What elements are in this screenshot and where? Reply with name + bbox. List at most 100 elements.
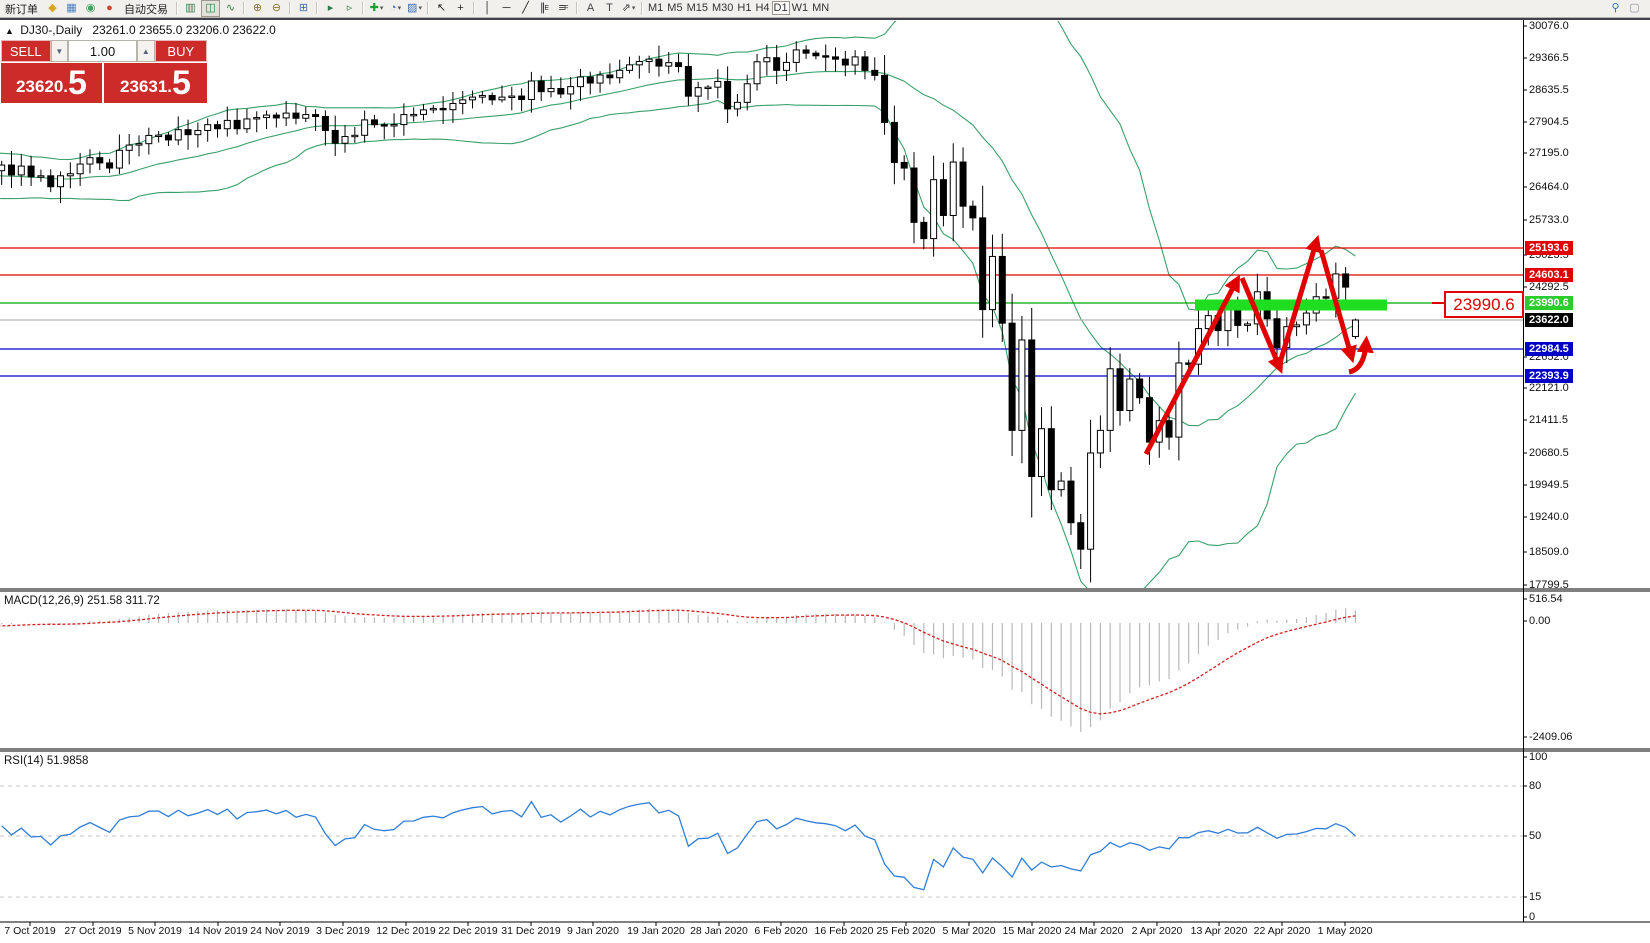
toolbar-separator [641,2,643,15]
timeframe-button-mn[interactable]: MN [812,2,830,14]
autotrading-icon[interactable]: ● [106,2,113,14]
horizontal-line-icon[interactable]: ─ [502,2,511,14]
date-axis-label: 24 Nov 2019 [250,925,310,937]
price-axis-label: 18509.0 [1529,546,1569,558]
zoom-in-icon[interactable]: ⊕ [252,2,263,14]
timeframe-button-m5[interactable]: M5 [667,2,683,14]
date-axis-label: 12 Dec 2019 [376,925,436,937]
search-icon[interactable]: ⚲ [1611,2,1620,14]
new-order-button[interactable]: 新订单 [5,3,38,16]
toolbar-separator [243,2,245,14]
date-axis-label: 3 Dec 2019 [316,925,370,937]
toolbar-separator [289,2,291,14]
fibonacci-icon[interactable]: ≡ F [558,2,569,14]
zoom-out-icon[interactable]: ⊖ [271,2,282,14]
timeframe-button-d1[interactable]: D1 [771,1,790,15]
date-axis-label: 31 Dec 2019 [501,925,561,937]
buy-price[interactable]: 23631. 5 [104,63,207,103]
window-top-border [0,17,1650,20]
timeframe-button-m1[interactable]: M1 [648,2,664,14]
autotrading-button[interactable]: 自动交易 [124,3,168,16]
line-chart-icon[interactable]: ∿ [225,2,236,14]
periods-icon[interactable]: ◔ ▾ [389,2,402,14]
price-axis-label: 27195.0 [1529,147,1569,159]
volume-input[interactable]: 1.00 [68,40,138,62]
date-axis-label: 2 Apr 2020 [1131,925,1183,937]
sell-price-big-digit: 5 [68,64,87,102]
rsi-axis-label: 50 [1529,830,1542,842]
top-toolbar: 新订单 ◆ ▦ ◉ ● 自动交易 ▥ ◫ ∿ ⊕ ⊖ ⊞ ▸ ▹ ✚ ▾ ◔ ▾ ▨ ▾ ↖ + │ ─ ╱ ∥ E ≡ F A T… [0,0,1650,18]
price-callout-label[interactable]: 23990.6 [1444,291,1524,318]
crosshair-icon[interactable]: + [457,2,464,14]
toolbar-separator [316,2,318,14]
date-axis-label: 9 Jan 2020 [567,925,619,937]
timeframe-button-w1[interactable]: W1 [791,2,809,14]
bar-chart-icon[interactable]: ▥ [185,2,196,14]
date-axis-label: 14 Nov 2019 [188,925,248,937]
date-axis-label: 22 Apr 2020 [1253,925,1311,937]
volume-decrease-button[interactable]: ▼ [50,40,69,62]
date-axis-label: 27 Oct 2019 [64,925,122,937]
date-axis-label: 22 Dec 2019 [438,925,498,937]
price-tag: 23990.6 [1525,296,1573,310]
indicators-icon[interactable]: ✚ ▾ [369,2,384,14]
trendline-icon[interactable]: ╱ [522,2,529,14]
templates-icon[interactable]: ▨ ▾ [407,2,422,14]
rsi-axis-label: 100 [1529,751,1548,763]
tile-windows-icon[interactable]: ⊞ [298,2,309,14]
text-label-icon[interactable]: T [606,2,613,14]
buy-price-big-digit: 5 [172,64,191,102]
date-axis-label: 16 Feb 2020 [814,925,874,937]
date-axis-label: 19 Jan 2020 [627,925,685,937]
date-axis-label: 7 Oct 2019 [4,925,56,937]
timeframe-button-m30[interactable]: M30 [711,2,734,14]
volume-increase-button[interactable]: ▲ [137,40,155,62]
price-axis-label: 26464.0 [1529,181,1569,193]
symbol-name: DJ30-,Daily [20,23,83,37]
chart-title: ▲ DJ30-,Daily 23261.0 23655.0 23206.0 23… [5,23,276,37]
signals-icon[interactable]: ◉ [85,2,96,14]
price-axis-label: 17799.5 [1529,579,1569,591]
price-axis-label: 24292.5 [1529,281,1569,293]
date-axis-label: 28 Jan 2020 [690,925,748,937]
cursor-icon[interactable]: ↖ [436,2,447,14]
price-axis-label: 20680.5 [1529,447,1569,459]
text-icon[interactable]: A [586,2,595,14]
price-axis-label: 27904.5 [1529,116,1569,128]
date-axis-label: 15 Mar 2020 [1002,925,1062,937]
date-axis-label: 5 Nov 2019 [128,925,182,937]
date-axis-label: 5 Mar 2020 [942,925,996,937]
date-axis-label: 1 May 2020 [1317,925,1373,937]
timeframe-toolbar: M1 M5 M15 M30 H1 H4 D1 W1 MN [646,1,831,15]
vertical-line-icon[interactable]: │ [484,2,491,14]
timeframe-button-h1[interactable]: H1 [737,2,752,14]
timeframe-button-h4[interactable]: H4 [755,2,770,14]
channel-icon[interactable]: ∥ E [539,2,550,14]
candlestick-chart-icon[interactable]: ◫ [201,0,220,17]
toolbar-separator [576,2,578,14]
rsi-axis-label: 80 [1529,780,1542,792]
date-axis-label: 13 Apr 2020 [1190,925,1248,937]
timeframe-button-m15[interactable]: M15 [686,2,708,14]
chat-icon[interactable]: ▢ [1629,2,1640,14]
price-board-icon[interactable]: ◆ [48,2,57,14]
sell-price[interactable]: 23620. 5 [1,63,102,103]
toolbar-separator [427,2,429,15]
auto-scroll-icon[interactable]: ▸ [327,2,334,14]
macd-indicator-label: MACD(12,26,9) 251.58 311.72 [4,595,160,607]
sell-button[interactable]: SELL [1,40,51,62]
rsi-axis-label: 0 [1529,911,1536,923]
terminal-icon[interactable]: ▦ [66,2,77,14]
arrows-icon[interactable]: ⇗ ▾ [621,2,636,14]
price-axis-label: 19240.0 [1529,511,1569,523]
chart-shift-icon[interactable]: ▹ [346,2,353,14]
date-axis-label: 24 Mar 2020 [1064,925,1124,937]
chart-window[interactable] [0,20,1650,943]
macd-axis-label: -2409.06 [1529,731,1573,743]
price-tag: 24603.1 [1525,268,1573,282]
chart-canvas[interactable] [0,20,1650,943]
price-tag: 23622.0 [1525,313,1573,327]
price-axis-label: 19949.5 [1529,479,1569,491]
buy-button[interactable]: BUY [154,40,208,62]
ohlc-values: 23261.0 23655.0 23206.0 23622.0 [92,23,276,37]
